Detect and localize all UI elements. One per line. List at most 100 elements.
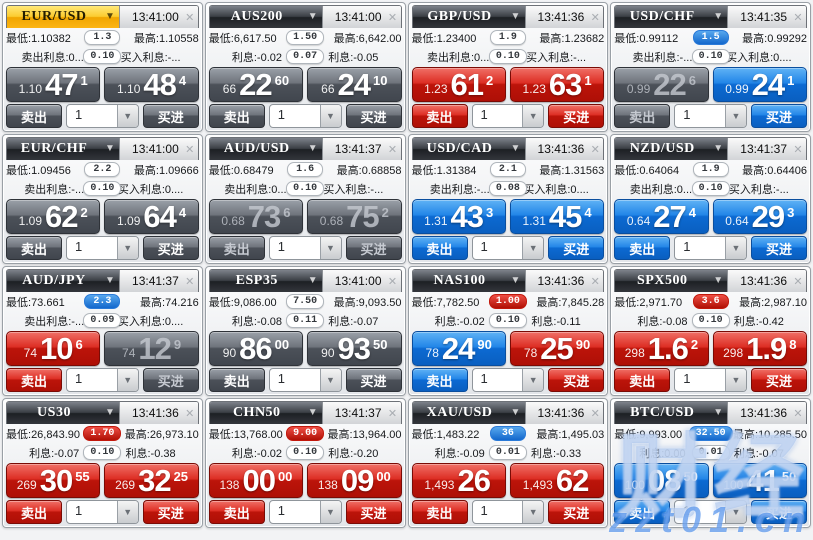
quantity-input[interactable]: 1 [277, 371, 285, 386]
close-icon[interactable]: ✕ [793, 275, 803, 288]
bid-panel[interactable]: 1.10 47 1 [6, 67, 101, 102]
close-icon[interactable]: ✕ [590, 407, 600, 420]
sell-button[interactable]: 卖出 [6, 236, 62, 260]
buy-button[interactable]: 买进 [345, 104, 402, 128]
ask-panel[interactable]: 269 32 25 [104, 463, 199, 498]
buy-button[interactable]: 买进 [548, 104, 605, 128]
buy-button[interactable]: 买进 [751, 104, 807, 128]
bid-panel[interactable]: 66 22 60 [208, 67, 304, 102]
quantity-dropdown-button[interactable]: ▼ [725, 105, 746, 127]
sell-button[interactable]: 卖出 [614, 236, 671, 260]
quantity-dropdown-button[interactable]: ▼ [319, 501, 341, 523]
quantity-input[interactable]: 1 [75, 371, 83, 386]
symbol-button[interactable]: AUD/JPY ▼ [7, 270, 119, 292]
symbol-button[interactable]: SPX500 ▼ [615, 270, 728, 292]
quantity-dropdown-button[interactable]: ▼ [319, 105, 341, 127]
chevron-down-icon[interactable]: ▼ [307, 275, 318, 286]
buy-button[interactable]: 买进 [345, 368, 402, 392]
ask-panel[interactable]: 1,493 62 [509, 463, 605, 498]
buy-button[interactable]: 买进 [751, 236, 807, 260]
close-icon[interactable]: ✕ [387, 275, 398, 288]
chevron-down-icon[interactable]: ▼ [105, 143, 115, 154]
chevron-down-icon[interactable]: ▼ [510, 11, 521, 22]
quantity-dropdown-button[interactable]: ▼ [116, 369, 138, 391]
quantity-dropdown-button[interactable]: ▼ [725, 237, 746, 259]
ask-panel[interactable]: 1.09 64 4 [104, 199, 199, 234]
ask-panel[interactable]: 1.10 48 4 [104, 67, 199, 102]
chevron-down-icon[interactable]: ▼ [105, 11, 115, 22]
quantity-input[interactable]: 1 [75, 503, 83, 518]
ask-panel[interactable]: 0.99 24 1 [712, 67, 807, 102]
quantity-dropdown-button[interactable]: ▼ [522, 501, 544, 523]
symbol-button[interactable]: NZD/USD ▼ [615, 138, 728, 160]
bid-panel[interactable]: 0.68 73 6 [208, 199, 304, 234]
symbol-button[interactable]: USD/CAD ▼ [412, 138, 525, 160]
quantity-input[interactable]: 1 [480, 239, 488, 254]
symbol-button[interactable]: EUR/CHF ▼ [7, 138, 119, 160]
quantity-input[interactable]: 1 [277, 503, 285, 518]
bid-panel[interactable]: 1.09 62 2 [6, 199, 101, 234]
bid-panel[interactable]: 298 1.6 2 [614, 331, 709, 366]
sell-button[interactable]: 卖出 [208, 368, 265, 392]
quantity-dropdown-button[interactable]: ▼ [725, 369, 746, 391]
quantity-input[interactable]: 1 [683, 371, 691, 386]
bid-panel[interactable]: 78 24 90 [411, 331, 506, 366]
quantity-dropdown-button[interactable]: ▼ [725, 501, 746, 523]
bid-panel[interactable]: 0.99 22 6 [614, 67, 709, 102]
buy-button[interactable]: 买进 [142, 368, 199, 392]
quantity-input[interactable]: 1 [75, 107, 83, 122]
quantity-input[interactable]: 1 [480, 371, 488, 386]
chevron-down-icon[interactable]: ▼ [713, 143, 724, 154]
symbol-button[interactable]: EUR/USD ▼ [7, 6, 119, 28]
symbol-button[interactable]: US30 ▼ [7, 402, 119, 424]
ask-panel[interactable]: 90 93 50 [307, 331, 402, 366]
ask-panel[interactable]: 78 25 90 [509, 331, 605, 366]
sell-button[interactable]: 卖出 [614, 500, 671, 524]
quantity-input[interactable]: 1 [683, 239, 691, 254]
close-icon[interactable]: ✕ [793, 143, 803, 156]
close-icon[interactable]: ✕ [185, 275, 195, 288]
ask-panel[interactable]: 66 24 10 [307, 67, 402, 102]
ask-panel[interactable]: 138 09 00 [307, 463, 402, 498]
bid-panel[interactable]: 0.64 27 4 [614, 199, 709, 234]
symbol-button[interactable]: AUD/USD ▼ [209, 138, 322, 160]
chevron-down-icon[interactable]: ▼ [510, 275, 521, 286]
sell-button[interactable]: 卖出 [614, 368, 671, 392]
sell-button[interactable]: 卖出 [411, 500, 468, 524]
bid-panel[interactable]: 90 86 00 [208, 331, 304, 366]
chevron-down-icon[interactable]: ▼ [105, 275, 115, 286]
bid-panel[interactable]: 100 08 50 [614, 463, 709, 498]
close-icon[interactable]: ✕ [793, 407, 803, 420]
bid-panel[interactable]: 138 00 00 [208, 463, 304, 498]
chevron-down-icon[interactable]: ▼ [713, 275, 724, 286]
symbol-button[interactable]: NAS100 ▼ [412, 270, 525, 292]
buy-button[interactable]: 买进 [142, 500, 199, 524]
symbol-button[interactable]: USD/CHF ▼ [615, 6, 728, 28]
ask-panel[interactable]: 1.31 45 4 [509, 199, 605, 234]
symbol-button[interactable]: CHN50 ▼ [209, 402, 322, 424]
sell-button[interactable]: 卖出 [208, 500, 265, 524]
buy-button[interactable]: 买进 [142, 104, 199, 128]
close-icon[interactable]: ✕ [387, 11, 398, 24]
buy-button[interactable]: 买进 [548, 368, 605, 392]
close-icon[interactable]: ✕ [590, 275, 600, 288]
ask-panel[interactable]: 74 12 9 [104, 331, 199, 366]
sell-button[interactable]: 卖出 [208, 104, 265, 128]
sell-button[interactable]: 卖出 [411, 368, 468, 392]
sell-button[interactable]: 卖出 [6, 104, 62, 128]
ask-panel[interactable]: 1.23 63 1 [509, 67, 605, 102]
chevron-down-icon[interactable]: ▼ [510, 407, 521, 418]
buy-button[interactable]: 买进 [345, 236, 402, 260]
bid-panel[interactable]: 1.31 43 3 [411, 199, 506, 234]
bid-panel[interactable]: 1,493 26 [411, 463, 506, 498]
close-icon[interactable]: ✕ [185, 11, 195, 24]
buy-button[interactable]: 买进 [345, 500, 402, 524]
buy-button[interactable]: 买进 [548, 236, 605, 260]
close-icon[interactable]: ✕ [185, 407, 195, 420]
close-icon[interactable]: ✕ [590, 11, 600, 24]
symbol-button[interactable]: BTC/USD ▼ [615, 402, 728, 424]
quantity-input[interactable]: 1 [480, 107, 488, 122]
quantity-input[interactable]: 1 [277, 107, 285, 122]
sell-button[interactable]: 卖出 [6, 500, 62, 524]
ask-panel[interactable]: 100 41 50 [712, 463, 807, 498]
